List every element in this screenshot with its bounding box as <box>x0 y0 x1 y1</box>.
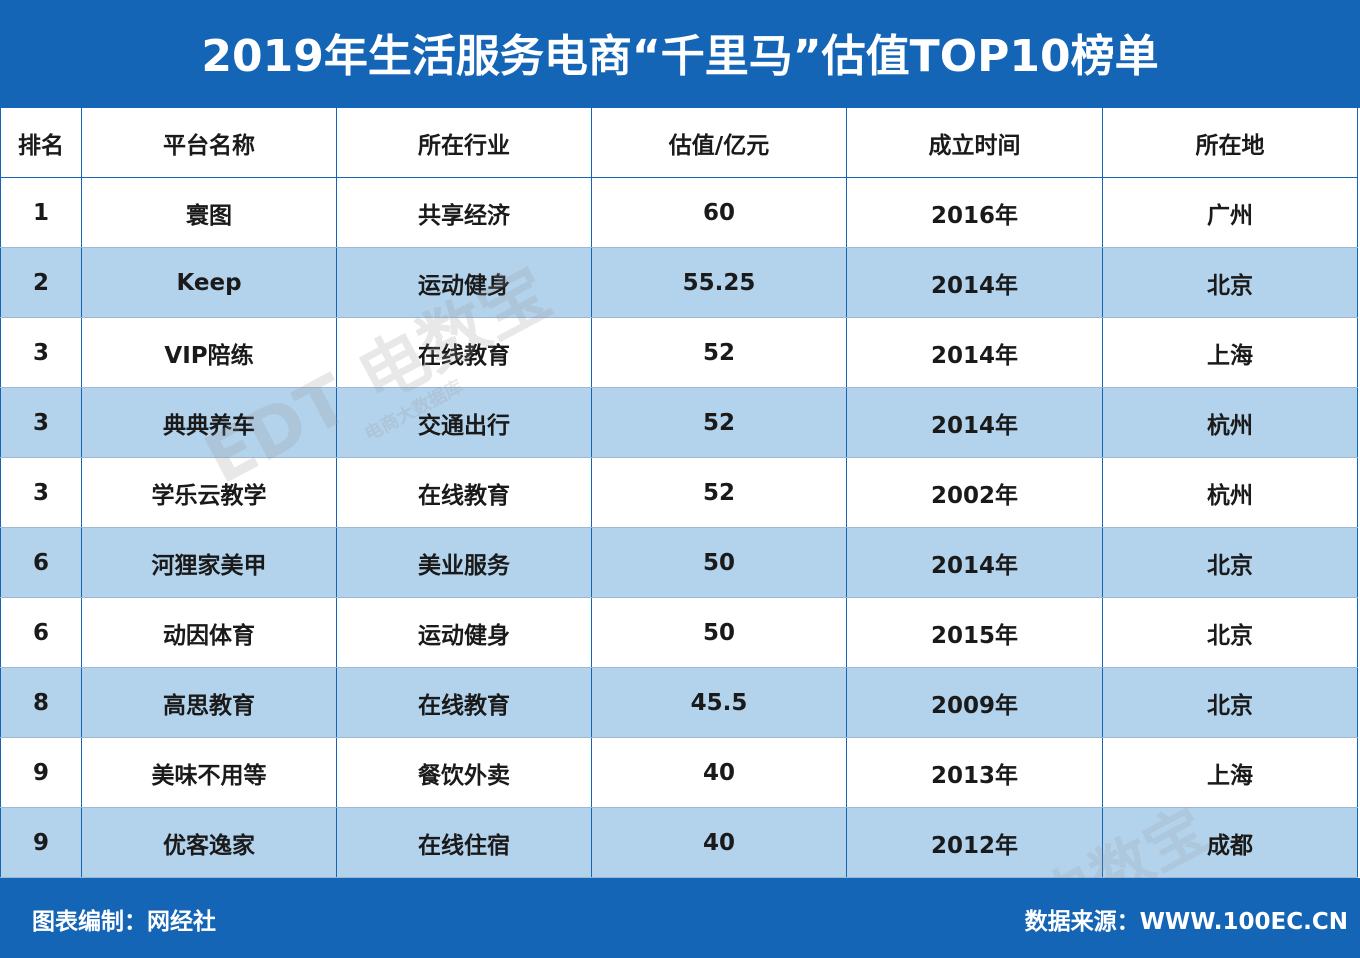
cell-industry: 交通出行 <box>336 387 592 458</box>
cell-founded: 2009年 <box>846 667 1103 738</box>
cell-industry: 在线教育 <box>336 457 592 528</box>
cell-location: 上海 <box>1102 317 1358 388</box>
cell-valuation: 45.5 <box>591 667 847 738</box>
cell-industry: 美业服务 <box>336 527 592 598</box>
cell-location: 北京 <box>1102 667 1358 738</box>
cell-rank: 8 <box>0 667 82 738</box>
cell-valuation: 52 <box>591 457 847 528</box>
cell-rank: 2 <box>0 247 82 318</box>
cell-founded: 2013年 <box>846 737 1103 808</box>
cell-founded: 2002年 <box>846 457 1103 528</box>
footer-compiler: 图表编制：网经社 <box>32 909 216 935</box>
table-row: 6 动因体育 运动健身 50 2015年 北京 <box>0 597 1358 668</box>
cell-founded: 2015年 <box>846 597 1103 668</box>
cell-industry: 在线住宿 <box>336 807 592 878</box>
cell-industry: 共享经济 <box>336 177 592 248</box>
cell-founded: 2014年 <box>846 527 1103 598</box>
column-header-platform: 平台名称 <box>81 108 337 178</box>
cell-founded: 2012年 <box>846 807 1103 878</box>
cell-industry: 在线教育 <box>336 667 592 738</box>
cell-platform: 典典养车 <box>81 387 337 458</box>
cell-founded: 2014年 <box>846 317 1103 388</box>
cell-industry: 运动健身 <box>336 597 592 668</box>
table-row: 3 典典养车 交通出行 52 2014年 杭州 <box>0 387 1358 458</box>
cell-valuation: 52 <box>591 387 847 458</box>
cell-founded: 2014年 <box>846 387 1103 458</box>
cell-location: 广州 <box>1102 177 1358 248</box>
footer-source: 数据来源：WWW.100EC.CN <box>1024 909 1348 935</box>
cell-rank: 3 <box>0 387 82 458</box>
cell-industry: 餐饮外卖 <box>336 737 592 808</box>
cell-location: 北京 <box>1102 597 1358 668</box>
cell-rank: 3 <box>0 317 82 388</box>
cell-valuation: 40 <box>591 807 847 878</box>
cell-rank: 6 <box>0 527 82 598</box>
page-header: 2019年生活服务电商“千里马”估值TOP10榜单 <box>0 0 1360 108</box>
cell-platform: 美味不用等 <box>81 737 337 808</box>
table-row: 3 VIP陪练 在线教育 52 2014年 上海 <box>0 317 1358 388</box>
column-header-industry: 所在行业 <box>336 108 592 178</box>
column-header-valuation: 估值/亿元 <box>591 108 847 178</box>
cell-platform: 寰图 <box>81 177 337 248</box>
cell-location: 上海 <box>1102 737 1358 808</box>
cell-location: 成都 <box>1102 807 1358 878</box>
cell-rank: 1 <box>0 177 82 248</box>
cell-platform: 河狸家美甲 <box>81 527 337 598</box>
cell-valuation: 50 <box>591 597 847 668</box>
cell-valuation: 55.25 <box>591 247 847 318</box>
column-header-rank: 排名 <box>0 108 82 178</box>
cell-industry: 运动健身 <box>336 247 592 318</box>
cell-platform: 优客逸家 <box>81 807 337 878</box>
table-header-row: 排名 平台名称 所在行业 估值/亿元 成立时间 所在地 <box>0 108 1358 178</box>
column-header-founded: 成立时间 <box>846 108 1103 178</box>
cell-valuation: 40 <box>591 737 847 808</box>
cell-valuation: 52 <box>591 317 847 388</box>
table-row: 9 优客逸家 在线住宿 40 2012年 成都 <box>0 807 1358 878</box>
cell-rank: 9 <box>0 807 82 878</box>
column-header-location: 所在地 <box>1102 108 1358 178</box>
cell-location: 北京 <box>1102 247 1358 318</box>
cell-platform: 动因体育 <box>81 597 337 668</box>
cell-rank: 9 <box>0 737 82 808</box>
cell-platform: Keep <box>81 247 337 318</box>
table-row: 6 河狸家美甲 美业服务 50 2014年 北京 <box>0 527 1358 598</box>
cell-location: 北京 <box>1102 527 1358 598</box>
cell-location: 杭州 <box>1102 387 1358 458</box>
cell-platform: 学乐云教学 <box>81 457 337 528</box>
table-row: 1 寰图 共享经济 60 2016年 广州 <box>0 177 1358 248</box>
cell-valuation: 50 <box>591 527 847 598</box>
table-row: 3 学乐云教学 在线教育 52 2002年 杭州 <box>0 457 1358 528</box>
ranking-table-container: 排名 平台名称 所在行业 估值/亿元 成立时间 所在地 1 寰图 共享经济 60… <box>0 108 1360 878</box>
page-footer: 图表编制：网经社 数据来源：WWW.100EC.CN <box>0 878 1360 958</box>
cell-industry: 在线教育 <box>336 317 592 388</box>
cell-location: 杭州 <box>1102 457 1358 528</box>
table-row: 9 美味不用等 餐饮外卖 40 2013年 上海 <box>0 737 1358 808</box>
cell-platform: 高思教育 <box>81 667 337 738</box>
page-title: 2019年生活服务电商“千里马”估值TOP10榜单 <box>201 31 1159 82</box>
table-row: 2 Keep 运动健身 55.25 2014年 北京 <box>0 247 1358 318</box>
cell-valuation: 60 <box>591 177 847 248</box>
cell-rank: 3 <box>0 457 82 528</box>
table-row: 8 高思教育 在线教育 45.5 2009年 北京 <box>0 667 1358 738</box>
ranking-table: 排名 平台名称 所在行业 估值/亿元 成立时间 所在地 1 寰图 共享经济 60… <box>0 108 1358 878</box>
cell-rank: 6 <box>0 597 82 668</box>
cell-founded: 2016年 <box>846 177 1103 248</box>
cell-platform: VIP陪练 <box>81 317 337 388</box>
cell-founded: 2014年 <box>846 247 1103 318</box>
